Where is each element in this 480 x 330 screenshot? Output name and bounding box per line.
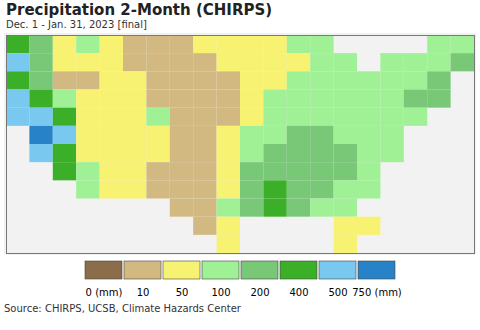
html-text:Precipitation 2-Month (CHIRPS): Precipitation 2-Month (CHIRPS) (6, 1, 273, 19)
svg-text:500: 500 (328, 287, 347, 298)
svg-text:100: 100 (211, 287, 230, 298)
svg-text:750 (mm): 750 (mm) (352, 287, 402, 298)
html-text:Dec. 1 - Jan. 31, 2023 [final]: Dec. 1 - Jan. 31, 2023 [final] (6, 19, 147, 30)
svg-text:0 (mm): 0 (mm) (86, 287, 123, 298)
svg-text:400: 400 (289, 287, 308, 298)
svg-text:200: 200 (250, 287, 269, 298)
html-text:Source: CHIRPS, UCSB, Climate: Source: CHIRPS, UCSB, Climate Hazards Ce… (4, 303, 241, 314)
svg-text:10: 10 (137, 287, 150, 298)
svg-text:50: 50 (176, 287, 189, 298)
